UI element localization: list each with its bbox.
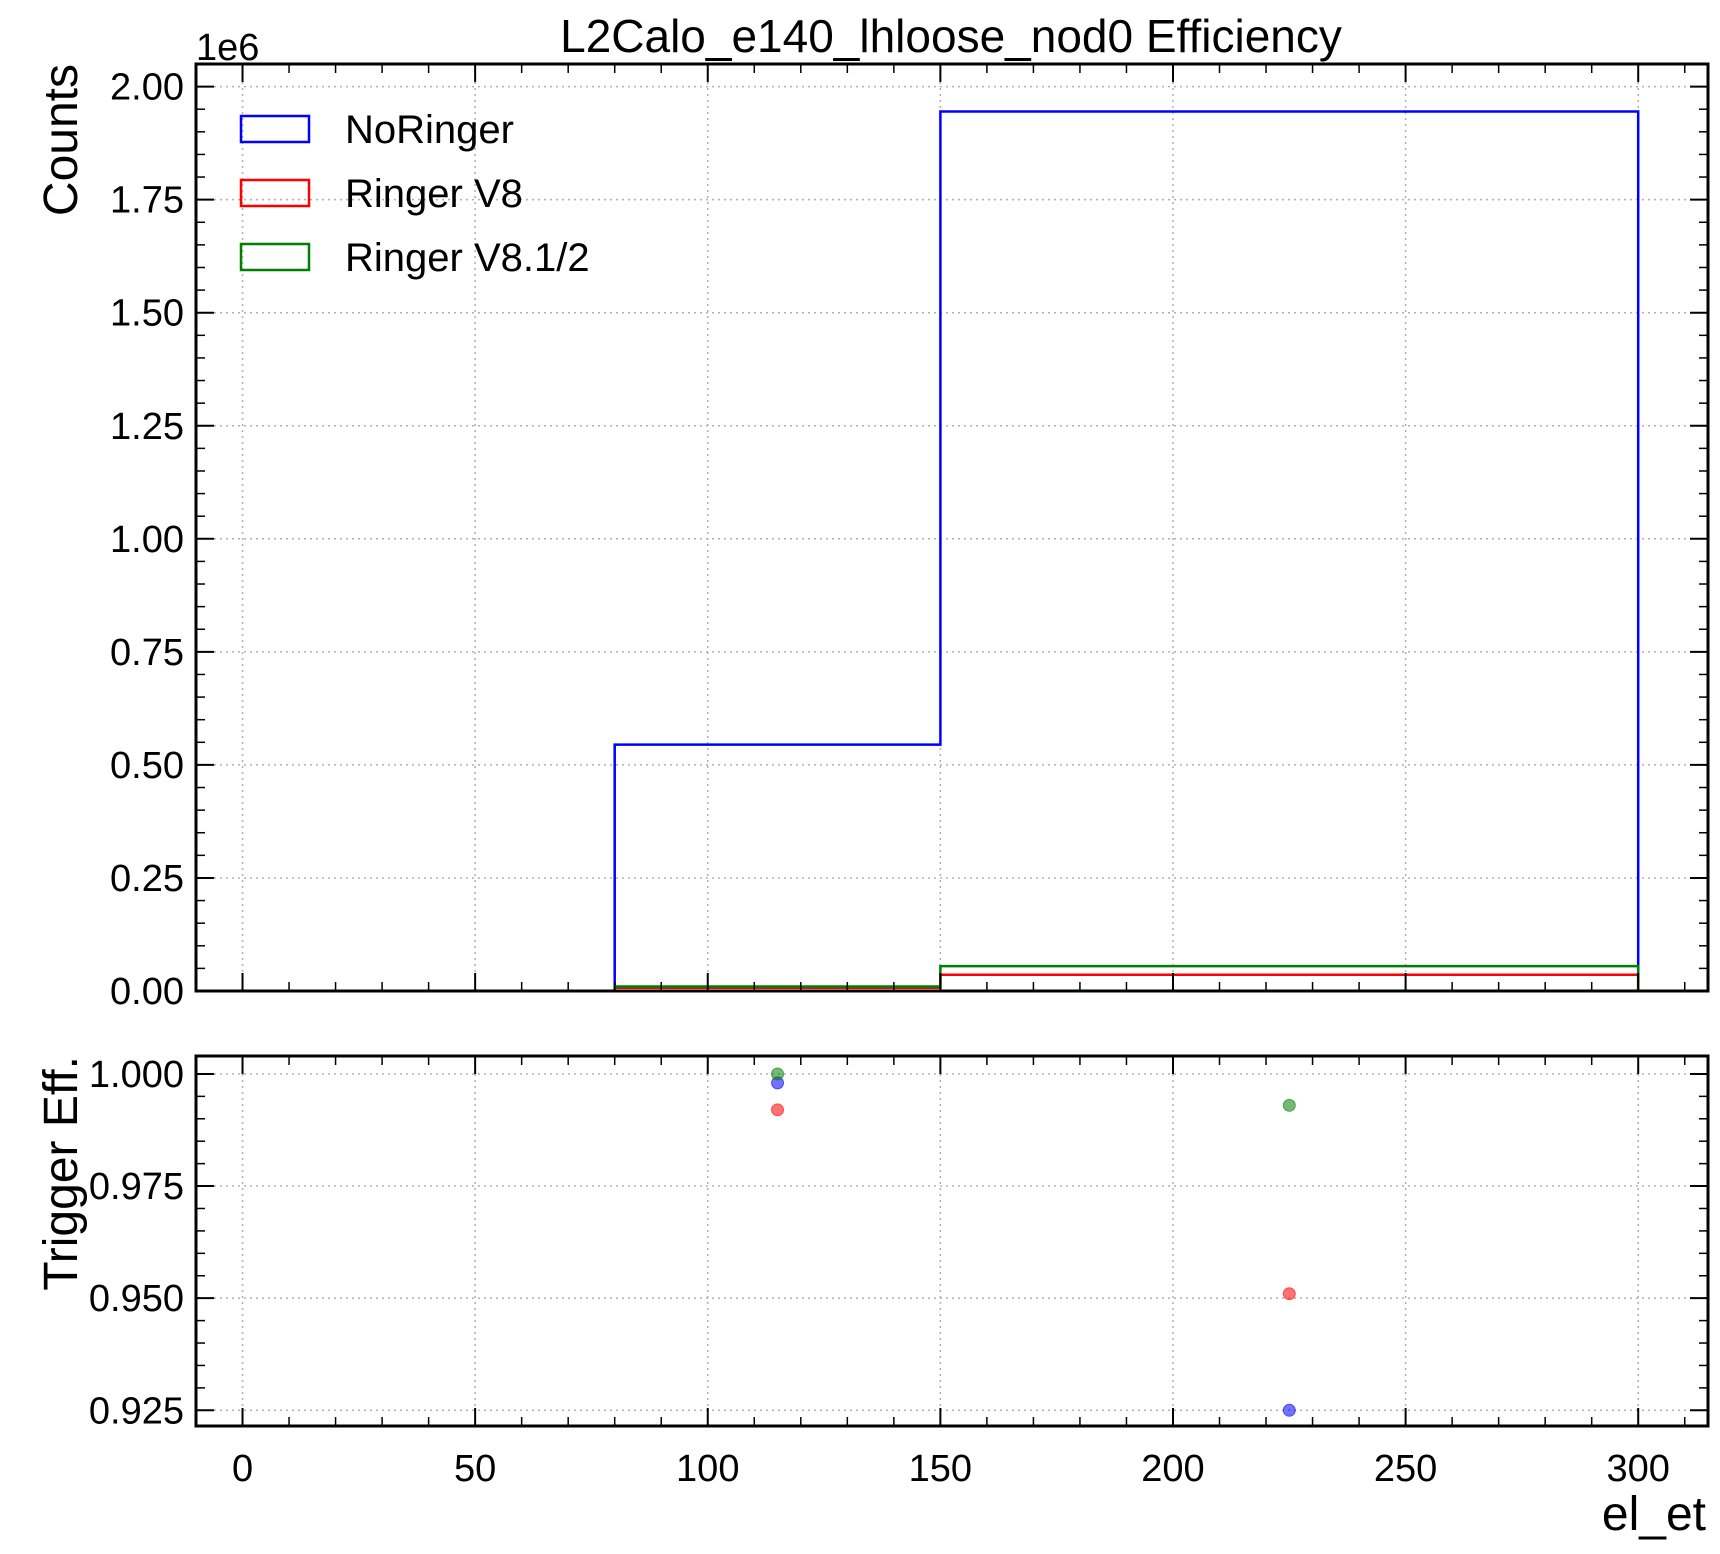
- top-y-tick-label: 0.00: [110, 971, 184, 1013]
- bottom-y-tick-label: 0.975: [89, 1166, 184, 1208]
- bottom-y-tick-label: 1.000: [89, 1054, 184, 1096]
- efficiency-points: [771, 1067, 1296, 1417]
- legend-swatch: [239, 114, 311, 144]
- x-tick-label: 300: [1607, 1448, 1670, 1490]
- legend-label: Ringer V8.1/2: [345, 236, 590, 280]
- top-y-tick-label: 1.25: [110, 406, 184, 448]
- x-tick-label: 200: [1141, 1448, 1204, 1490]
- x-tick-label: 150: [909, 1448, 972, 1490]
- bottom-plot-frame: [194, 1054, 1710, 1428]
- x-axis-label: el_et: [1602, 1488, 1706, 1541]
- histogram-noringer: [613, 110, 1640, 991]
- x-tick-label: 100: [676, 1448, 739, 1490]
- bottom-y-axis-label: Trigger Eff.: [35, 1056, 88, 1291]
- top-y-tick-label: 2.00: [110, 67, 184, 109]
- legend-swatch: [239, 178, 311, 208]
- top-plot-frame: [194, 62, 1710, 993]
- x-tick-label: 250: [1374, 1448, 1437, 1490]
- top-y-tick-label: 0.50: [110, 745, 184, 787]
- top-y-tick-label: 1.00: [110, 519, 184, 561]
- chart-title: L2Calo_e140_lhloose_nod0 Efficiency: [560, 10, 1342, 62]
- point-ringer-v8: [771, 1103, 785, 1117]
- bottom-y-tick-label: 0.950: [89, 1278, 184, 1320]
- legend-label: NoRinger: [345, 108, 514, 152]
- point-ringer-v8-1-2: [771, 1067, 785, 1081]
- top-y-tick-label: 0.75: [110, 632, 184, 674]
- legend: NoRinger Ringer V8 Ringer V8.1/2: [239, 108, 590, 280]
- bottom-axis-ticks: 0 50 100 150 200 250 300 0.925 0.950 0.975 1.000: [89, 1054, 1708, 1490]
- top-y-tick-label: 1.75: [110, 180, 184, 222]
- top-y-tick-label: 0.25: [110, 858, 184, 900]
- legend-swatch: [239, 242, 311, 272]
- x-tick-label: 0: [232, 1448, 253, 1490]
- point-ringer-v8: [1282, 1287, 1296, 1301]
- x-tick-label: 50: [454, 1448, 496, 1490]
- top-y-tick-label: 1.50: [110, 293, 184, 335]
- bottom-y-tick-label: 0.925: [89, 1390, 184, 1432]
- point-ringer-v8-1-2: [1282, 1098, 1296, 1112]
- point-noringer: [1282, 1403, 1296, 1417]
- top-y-axis-label: Counts: [35, 64, 88, 216]
- bottom-grid: [196, 1056, 1708, 1426]
- legend-label: Ringer V8: [345, 172, 523, 216]
- y-offset-text: 1e6: [196, 27, 259, 69]
